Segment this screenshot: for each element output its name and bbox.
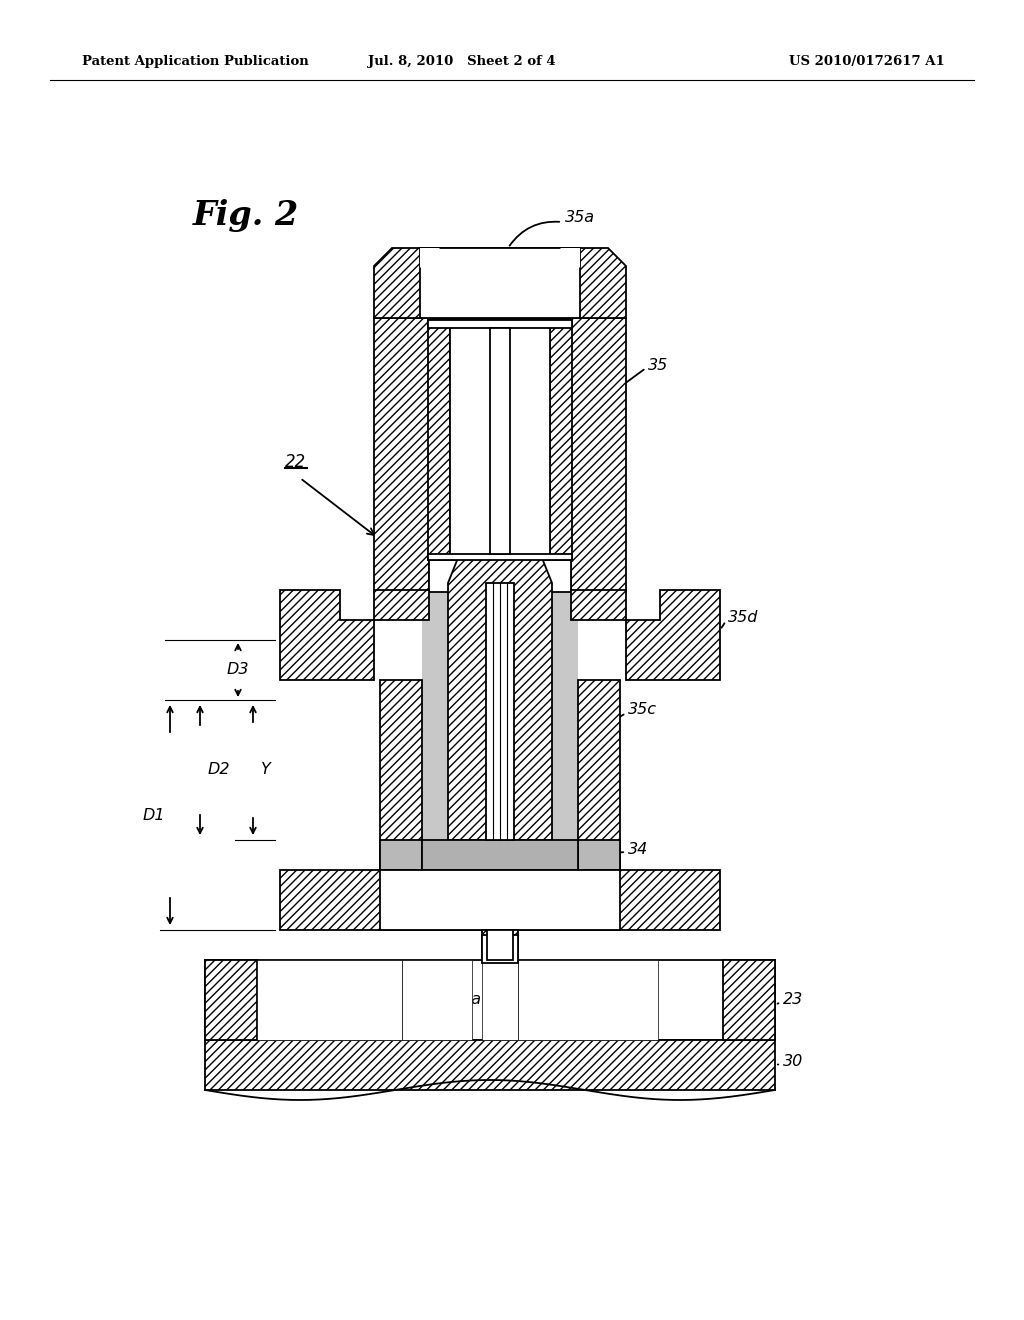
- Text: 35: 35: [648, 358, 669, 372]
- Text: D1: D1: [142, 808, 165, 822]
- Bar: [280, 870, 720, 931]
- Text: Y: Y: [261, 763, 270, 777]
- Bar: [487, 931, 513, 960]
- Text: 36: 36: [458, 565, 478, 579]
- Polygon shape: [280, 590, 429, 680]
- Text: Patent Application Publication: Patent Application Publication: [82, 55, 309, 69]
- Bar: [380, 680, 422, 870]
- Text: Fig. 2: Fig. 2: [193, 198, 299, 231]
- Text: 22: 22: [285, 453, 306, 471]
- Text: 35a: 35a: [565, 210, 595, 226]
- Text: 32: 32: [428, 565, 449, 579]
- Text: 33c: 33c: [498, 993, 526, 1007]
- Bar: [571, 318, 626, 591]
- Text: 30: 30: [783, 1055, 803, 1069]
- Text: 33d: 33d: [574, 993, 605, 1007]
- Text: 33a: 33a: [452, 993, 482, 1007]
- Polygon shape: [560, 248, 580, 268]
- Text: 35b: 35b: [518, 358, 549, 372]
- Bar: [429, 318, 571, 591]
- Polygon shape: [449, 558, 552, 840]
- Bar: [490, 327, 510, 554]
- Bar: [205, 1040, 775, 1090]
- Text: 35c: 35c: [628, 702, 657, 718]
- Bar: [428, 319, 450, 560]
- Bar: [518, 960, 658, 1040]
- Bar: [578, 840, 620, 870]
- Text: D2: D2: [208, 763, 230, 777]
- Bar: [257, 960, 402, 1040]
- Text: 31: 31: [514, 408, 535, 422]
- Bar: [428, 554, 572, 560]
- Bar: [578, 680, 620, 870]
- Text: 34: 34: [628, 842, 648, 858]
- Polygon shape: [374, 248, 626, 318]
- Bar: [380, 870, 620, 931]
- Bar: [450, 319, 550, 560]
- Text: 33: 33: [628, 887, 648, 902]
- Text: Jul. 8, 2010   Sheet 2 of 4: Jul. 8, 2010 Sheet 2 of 4: [369, 55, 556, 69]
- Polygon shape: [420, 248, 440, 268]
- Bar: [550, 319, 572, 560]
- Bar: [428, 319, 572, 327]
- Text: 23: 23: [783, 993, 803, 1007]
- Text: 35d: 35d: [728, 610, 759, 626]
- Bar: [402, 960, 472, 1040]
- Bar: [482, 931, 518, 960]
- Bar: [422, 840, 578, 870]
- Bar: [420, 248, 580, 318]
- Bar: [380, 840, 422, 870]
- Text: 33b: 33b: [314, 993, 345, 1007]
- Bar: [482, 935, 518, 964]
- Bar: [486, 583, 514, 840]
- Polygon shape: [571, 590, 720, 680]
- Bar: [482, 960, 518, 1040]
- Text: US 2010/0172617 A1: US 2010/0172617 A1: [790, 55, 945, 69]
- Bar: [723, 960, 775, 1040]
- Bar: [205, 960, 775, 1040]
- Bar: [205, 960, 257, 1040]
- Bar: [374, 318, 429, 591]
- Bar: [422, 587, 578, 840]
- Text: D3: D3: [226, 663, 249, 677]
